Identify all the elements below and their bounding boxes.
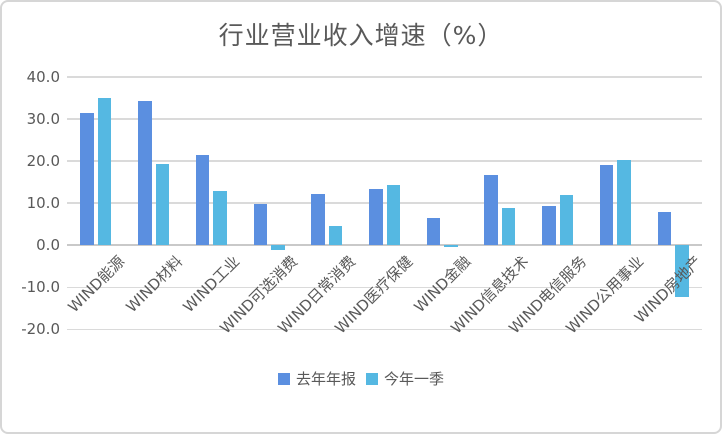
y-tick-label: 30.0 <box>26 110 60 129</box>
bar-去年年报-WIND信息技术 <box>484 174 498 246</box>
bar-今年一季-WIND可选消费 <box>271 245 285 250</box>
chart-title: 行业营业收入增速（%） <box>218 21 504 50</box>
bar-去年年报-WIND医疗保健 <box>369 188 383 246</box>
gridline <box>67 76 702 78</box>
bar-今年一季-WIND医疗保健 <box>386 185 400 246</box>
y-tick-label: 0.0 <box>36 236 60 255</box>
y-tick-label: 20.0 <box>26 152 60 171</box>
gridline <box>67 202 702 204</box>
bar-去年年报-WIND能源 <box>80 113 94 246</box>
bar-去年年报-WIND电信服务 <box>542 205 556 246</box>
y-tick-label: -20.0 <box>21 320 60 339</box>
y-tick-label: -10.0 <box>21 278 60 297</box>
zero-axis-line <box>67 244 702 247</box>
bar-去年年报-WIND公用事业 <box>599 165 614 246</box>
chart-legend: 去年年报 今年一季 <box>2 368 720 389</box>
gridline <box>67 118 702 120</box>
gridline <box>67 160 702 162</box>
bar-今年一季-WIND信息技术 <box>501 208 516 246</box>
bar-今年一季-WIND材料 <box>155 164 170 246</box>
bar-去年年报-WIND房地产 <box>657 211 672 246</box>
bar-去年年报-WIND金融 <box>426 217 441 246</box>
bar-今年一季-WIND日常消费 <box>328 226 343 246</box>
bar-去年年报-WIND日常消费 <box>311 193 325 246</box>
bar-今年一季-WIND电信服务 <box>559 194 574 246</box>
bar-今年一季-WIND工业 <box>213 191 227 246</box>
legend-item-this-year-q1: 今年一季 <box>366 368 444 389</box>
gridline <box>67 328 702 331</box>
y-tick-label: 40.0 <box>26 68 60 86</box>
legend-swatch-series1 <box>277 372 290 385</box>
bar-去年年报-WIND可选消费 <box>253 204 268 246</box>
category-label: WIND能源 <box>64 252 129 317</box>
bar-今年一季-WIND能源 <box>97 98 112 246</box>
gridline <box>67 286 702 289</box>
y-tick-label: 10.0 <box>26 194 60 213</box>
bar-今年一季-WIND金融 <box>444 245 458 247</box>
legend-label-series2: 今年一季 <box>384 370 445 388</box>
legend-swatch-series2 <box>366 372 378 385</box>
bar-今年一季-WIND房地产 <box>675 245 689 297</box>
bar-今年一季-WIND公用事业 <box>617 160 631 246</box>
legend-label-series1: 去年年报 <box>295 370 356 388</box>
bar-去年年报-WIND工业 <box>195 154 210 246</box>
legend-item-last-year: 去年年报 <box>277 368 356 389</box>
category-label: WIND材料 <box>122 252 186 317</box>
bar-去年年报-WIND材料 <box>138 100 152 246</box>
